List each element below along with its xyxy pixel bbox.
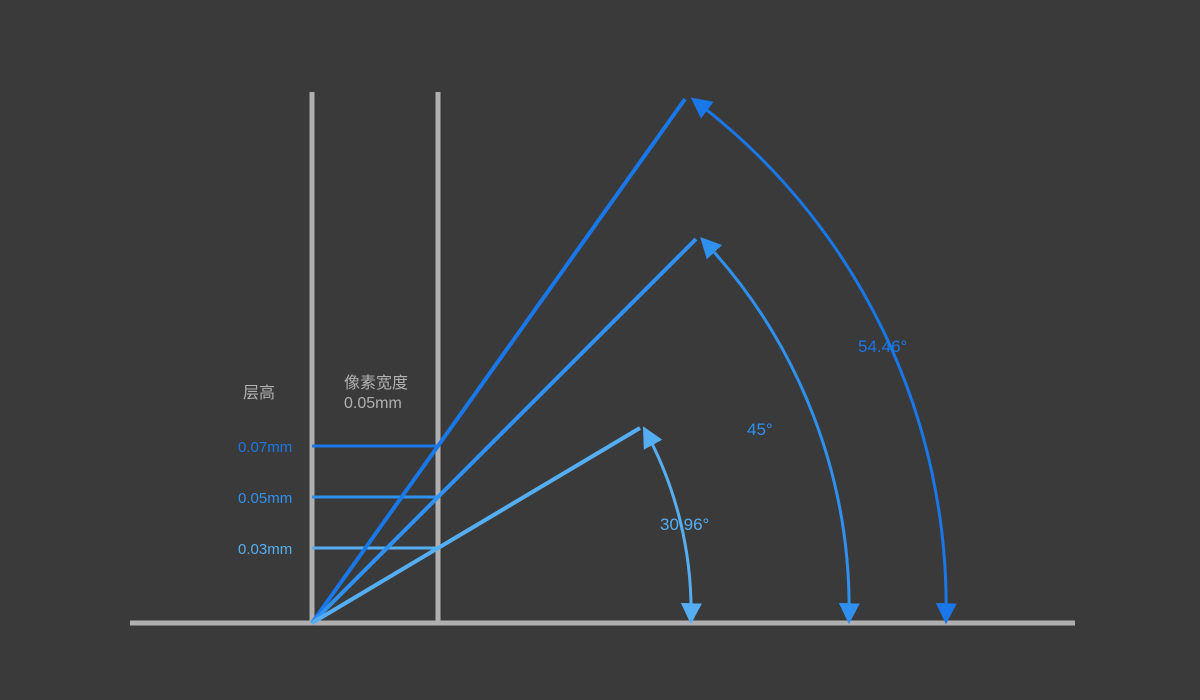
geometry-diagram: 层高 像素宽度 0.05mm 0.07mm 0.05mm 0.03mm 54.4… [0, 0, 1200, 700]
pixel-width-label-l2: 0.05mm [344, 395, 402, 412]
angle-label-5446: 54.46° [858, 337, 907, 356]
layer-label-07: 0.07mm [238, 439, 292, 456]
arc-45 [703, 240, 849, 620]
angle-label-3096: 30.96° [660, 515, 709, 534]
angle-label-45: 45° [747, 420, 773, 439]
layer-label-03: 0.03mm [238, 541, 292, 558]
pixel-width-label-l1: 像素宽度 [344, 374, 408, 392]
layer-height-header: 层高 [243, 384, 275, 402]
layer-label-05: 0.05mm [238, 490, 292, 507]
ray-5446 [312, 99, 685, 623]
arc-5446 [694, 100, 946, 620]
